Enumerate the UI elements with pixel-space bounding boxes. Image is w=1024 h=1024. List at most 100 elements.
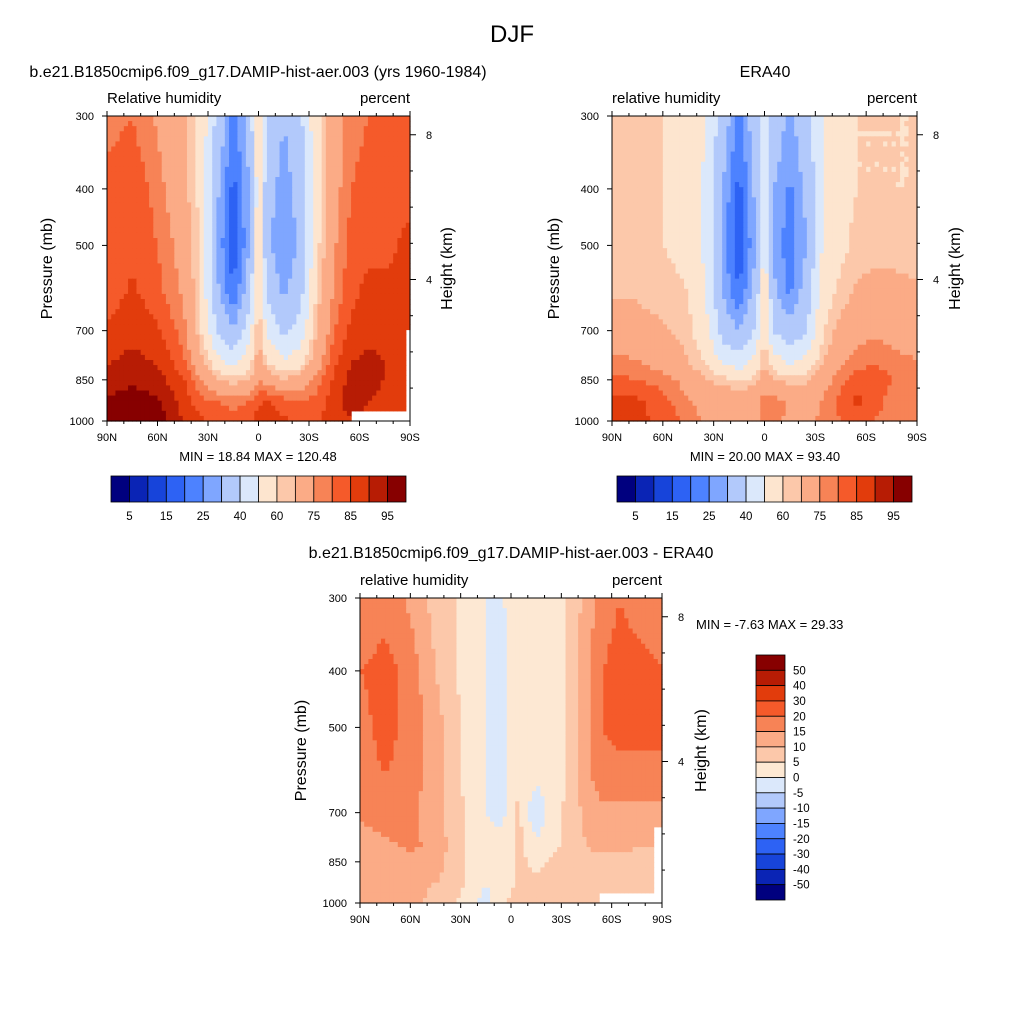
contour-cell <box>178 344 184 351</box>
contour-cell <box>351 288 356 295</box>
contour-cell <box>191 380 196 387</box>
contour-cell <box>258 126 264 132</box>
contour-cell <box>191 151 196 158</box>
contour-cell <box>119 329 125 336</box>
contour-cell <box>123 232 129 239</box>
contour-cell <box>304 263 310 270</box>
contour-cell <box>705 131 711 137</box>
contour-cell <box>157 370 163 376</box>
contour-cell <box>229 136 234 143</box>
colorbar-swatch <box>258 475 278 503</box>
contour-cell <box>393 334 398 341</box>
contour-cell <box>363 161 369 168</box>
contour-cell <box>346 329 352 336</box>
contour-cell <box>321 131 327 137</box>
contour-cell <box>199 238 205 244</box>
contour-cell <box>195 314 201 320</box>
contour-cell <box>684 126 689 132</box>
contour-cell <box>870 151 876 158</box>
contour-cell <box>233 222 239 229</box>
contour-cell <box>292 293 297 300</box>
contour-cell <box>279 253 285 259</box>
contour-cell <box>115 349 121 356</box>
contour-cell <box>355 187 361 193</box>
contour-cell <box>271 405 276 412</box>
contour-cell <box>208 288 213 295</box>
contour-cell <box>401 324 407 331</box>
contour-cell <box>220 370 226 376</box>
contour-cell <box>397 232 403 239</box>
contour-cell <box>309 232 314 239</box>
contour-cell <box>317 309 323 315</box>
contour-cell <box>334 380 340 387</box>
contour-cell <box>258 131 264 137</box>
contour-cell <box>612 156 617 163</box>
contour-cell <box>191 131 196 137</box>
contour-cell <box>182 146 188 153</box>
contour-cell <box>304 146 310 153</box>
contour-cell <box>241 227 247 234</box>
contour-cell <box>229 309 234 315</box>
contour-cell <box>313 319 319 326</box>
contour-cell <box>128 339 133 346</box>
contour-cell <box>397 309 403 315</box>
contour-cell <box>258 380 264 387</box>
contour-cell <box>300 177 306 183</box>
contour-cell <box>338 166 344 173</box>
contour-cell <box>258 238 264 244</box>
contour-cell <box>380 370 386 376</box>
contour-cell <box>351 329 356 336</box>
contour-cell <box>195 268 201 275</box>
contour-cell <box>393 354 398 361</box>
contour-cell <box>367 304 373 310</box>
contour-cell <box>372 151 377 158</box>
contour-cell <box>764 121 770 127</box>
contour-cell <box>119 278 125 285</box>
contour-cell <box>233 395 239 402</box>
contour-cell <box>254 304 260 310</box>
contour-cell <box>363 136 369 143</box>
contour-cell <box>149 217 154 224</box>
contour-cell <box>789 146 795 153</box>
contour-cell <box>612 126 617 132</box>
contour-cell <box>128 405 133 412</box>
contour-cell <box>325 415 331 422</box>
contour-cell <box>359 258 365 265</box>
contour-cell <box>220 177 226 183</box>
contour-cell <box>174 309 180 315</box>
contour-cell <box>212 415 218 422</box>
contour-cell <box>372 354 377 361</box>
contour-cell <box>372 334 377 341</box>
contour-cell <box>119 314 125 320</box>
contour-cell <box>300 146 306 153</box>
contour-cell <box>405 126 411 132</box>
contour-cell <box>346 156 352 163</box>
contour-cell <box>254 344 260 351</box>
contour-cell <box>199 273 205 280</box>
contour-cell <box>393 395 398 402</box>
contour-cell <box>254 329 260 336</box>
contour-cell <box>199 207 205 214</box>
contour-cell <box>275 344 281 351</box>
contour-cell <box>367 268 373 275</box>
contour-cell <box>186 293 192 300</box>
contour-cell <box>300 212 306 219</box>
contour-cell <box>330 243 335 249</box>
contour-cell <box>309 395 314 402</box>
contour-cell <box>287 365 293 371</box>
contour-cell <box>199 375 205 381</box>
contour-cell <box>616 151 622 158</box>
contour-cell <box>237 212 243 219</box>
contour-cell <box>174 182 180 188</box>
contour-cell <box>266 334 272 341</box>
contour-cell <box>123 380 129 387</box>
contour-cell <box>195 177 201 183</box>
contour-cell <box>208 182 213 188</box>
contour-cell <box>393 324 398 331</box>
contour-cell <box>220 227 226 234</box>
contour-cell <box>271 217 276 224</box>
contour-cell <box>119 202 125 209</box>
contour-cell <box>279 334 285 341</box>
contour-cell <box>620 146 626 153</box>
contour-cell <box>245 222 251 229</box>
